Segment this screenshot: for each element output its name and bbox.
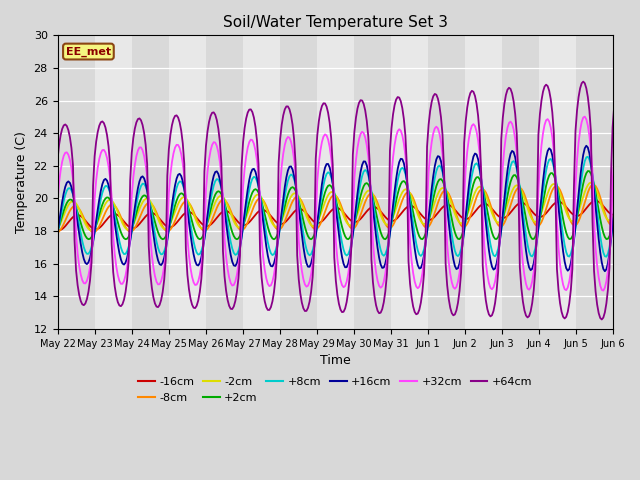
+8cm (476, 168, 483, 173)
Bar (428, 36, 465, 329)
+16cm (74, 220, 81, 226)
+8cm (54, 231, 61, 237)
X-axis label: Time: Time (320, 354, 351, 367)
-2cm (88, 228, 95, 233)
+2cm (360, 183, 367, 189)
+16cm (92, 218, 100, 224)
-8cm (626, 180, 634, 186)
+16cm (564, 268, 572, 274)
+16cm (476, 165, 483, 170)
+16cm (54, 230, 61, 236)
+64cm (358, 97, 366, 103)
-2cm (477, 184, 485, 190)
-16cm (360, 212, 367, 218)
+8cm (358, 173, 366, 179)
-8cm (74, 204, 81, 210)
Line: -8cm: -8cm (58, 183, 640, 232)
Bar (280, 36, 317, 329)
-16cm (55, 228, 63, 233)
-8cm (92, 228, 100, 234)
-2cm (360, 194, 367, 200)
-16cm (54, 227, 61, 233)
+16cm (620, 140, 627, 146)
Bar (575, 36, 612, 329)
Legend: -16cm, -8cm, -2cm, +2cm, +8cm, +16cm, +32cm, +64cm: -16cm, -8cm, -2cm, +2cm, +8cm, +16cm, +3… (133, 372, 537, 407)
-2cm (566, 216, 573, 222)
-8cm (564, 210, 572, 216)
Y-axis label: Temperature (C): Temperature (C) (15, 131, 28, 233)
-16cm (76, 213, 83, 218)
Bar (132, 36, 168, 329)
+32cm (618, 111, 626, 117)
+64cm (74, 282, 81, 288)
Line: +16cm: +16cm (58, 143, 640, 272)
+32cm (54, 199, 61, 204)
+32cm (74, 251, 81, 256)
Bar (502, 36, 539, 329)
+64cm (564, 309, 572, 315)
+16cm (638, 269, 640, 275)
+32cm (637, 288, 640, 294)
+32cm (92, 177, 100, 183)
-16cm (629, 197, 637, 203)
+2cm (621, 166, 628, 172)
+64cm (92, 139, 100, 144)
-16cm (477, 202, 485, 208)
+2cm (54, 228, 61, 234)
+2cm (92, 222, 100, 228)
+8cm (621, 152, 628, 157)
-2cm (54, 226, 61, 232)
+32cm (564, 285, 572, 290)
Bar (205, 36, 243, 329)
+64cm (54, 157, 61, 163)
+2cm (566, 236, 573, 242)
Bar (58, 36, 95, 329)
-8cm (54, 229, 61, 235)
+2cm (477, 180, 485, 186)
Line: +64cm: +64cm (58, 79, 640, 321)
+8cm (92, 221, 100, 227)
Line: -16cm: -16cm (58, 200, 640, 230)
+64cm (476, 131, 483, 137)
+64cm (635, 318, 640, 324)
+16cm (358, 162, 366, 168)
-8cm (358, 208, 366, 214)
+32cm (476, 150, 483, 156)
Line: +2cm: +2cm (58, 169, 640, 239)
-2cm (624, 179, 632, 184)
Line: +32cm: +32cm (58, 114, 640, 291)
-8cm (476, 188, 483, 194)
-2cm (94, 219, 102, 225)
Bar (354, 36, 390, 329)
Line: +8cm: +8cm (58, 155, 640, 257)
Title: Soil/Water Temperature Set 3: Soil/Water Temperature Set 3 (223, 15, 447, 30)
+32cm (358, 129, 366, 135)
+64cm (616, 76, 624, 82)
+2cm (233, 236, 241, 242)
-16cm (566, 208, 573, 214)
Line: -2cm: -2cm (58, 181, 640, 230)
Text: EE_met: EE_met (66, 47, 111, 57)
+8cm (74, 214, 81, 219)
+2cm (74, 210, 81, 216)
+8cm (564, 253, 572, 259)
-16cm (94, 226, 102, 232)
-2cm (74, 203, 81, 209)
